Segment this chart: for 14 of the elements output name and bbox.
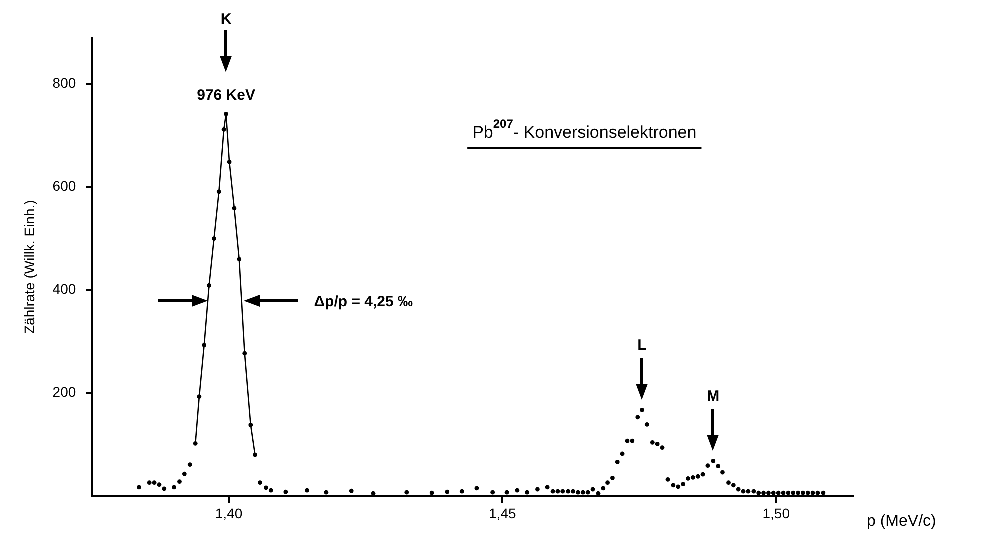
x-tick-label: 1,50 [762, 505, 790, 522]
y-tick-label: 400 [52, 281, 76, 298]
annotation: Δp/p = 4,25 ‰ [314, 293, 413, 310]
y-tick-label: 800 [52, 75, 76, 92]
text: K [220, 11, 232, 28]
annotation: 976 KeV [197, 87, 256, 104]
x-axis-title: p (MeV/c) [867, 513, 936, 530]
y-tick-label: 200 [52, 384, 76, 400]
y-axis-title: Zählrate (Willk. Einh.) [21, 200, 38, 334]
annotation: L [638, 337, 647, 354]
y-tick-label: 600 [52, 178, 76, 194]
x-tick-label: 1,40 [215, 505, 243, 522]
x-tick-label: 1,45 [489, 505, 517, 522]
annotation: M [707, 388, 720, 406]
